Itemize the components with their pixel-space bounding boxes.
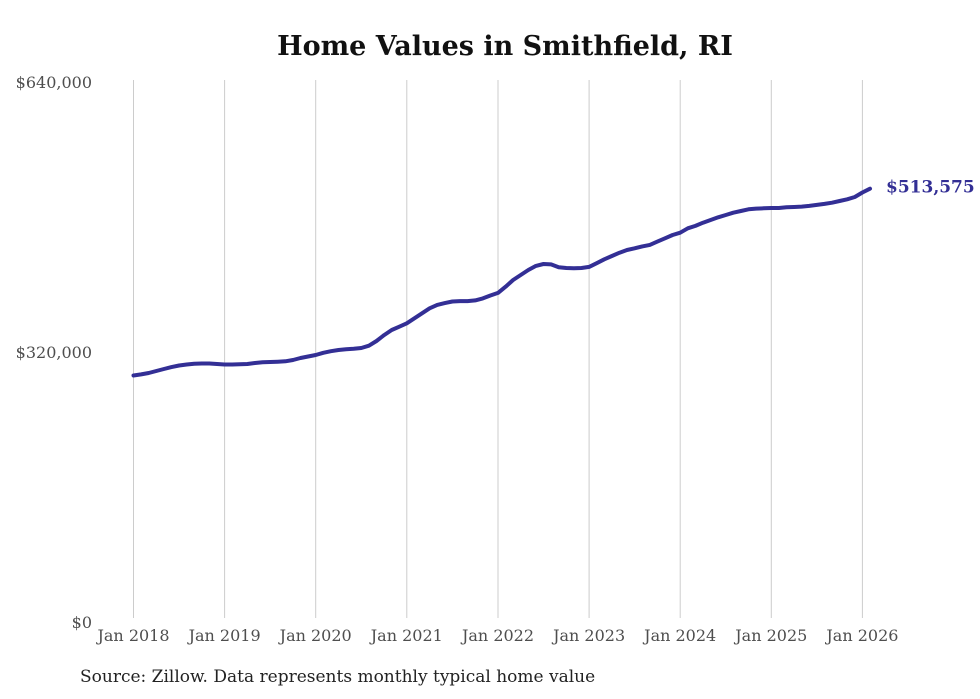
x-tick-label-2023-01: Jan 2023 xyxy=(551,626,625,645)
y-tick-label-320000: $320,000 xyxy=(16,343,92,362)
x-tick-label-2022-01: Jan 2022 xyxy=(460,626,534,645)
x-axis-tick-labels: Jan 2018 Jan 2019 Jan 2020 Jan 2021 Jan 2022… xyxy=(95,626,898,645)
x-tick-label-2026-01: Jan 2026 xyxy=(824,626,898,645)
home-value-line-series xyxy=(131,186,872,378)
x-tick-label-2018-01: Jan 2018 xyxy=(95,626,169,645)
chart-title: Home Values in Smithfield, RI xyxy=(277,31,733,62)
x-tick-label-2021-01: Jan 2021 xyxy=(369,626,443,645)
x-tick-label-2025-01: Jan 2025 xyxy=(733,626,807,645)
vertical-gridlines xyxy=(133,80,863,618)
x-tick-label-2024-01: Jan 2024 xyxy=(642,626,716,645)
source-note: Source: Zillow. Data represents monthly … xyxy=(80,667,596,687)
y-tick-label-640000: $640,000 xyxy=(16,73,92,92)
y-axis-tick-labels: $0 $320,000 $640,000 xyxy=(16,73,92,632)
x-tick-label-2020-01: Jan 2020 xyxy=(278,626,352,645)
latest-value-label: $513,575 xyxy=(886,178,975,198)
y-tick-label-0: $0 xyxy=(72,613,92,632)
x-tick-label-2019-01: Jan 2019 xyxy=(187,626,261,645)
